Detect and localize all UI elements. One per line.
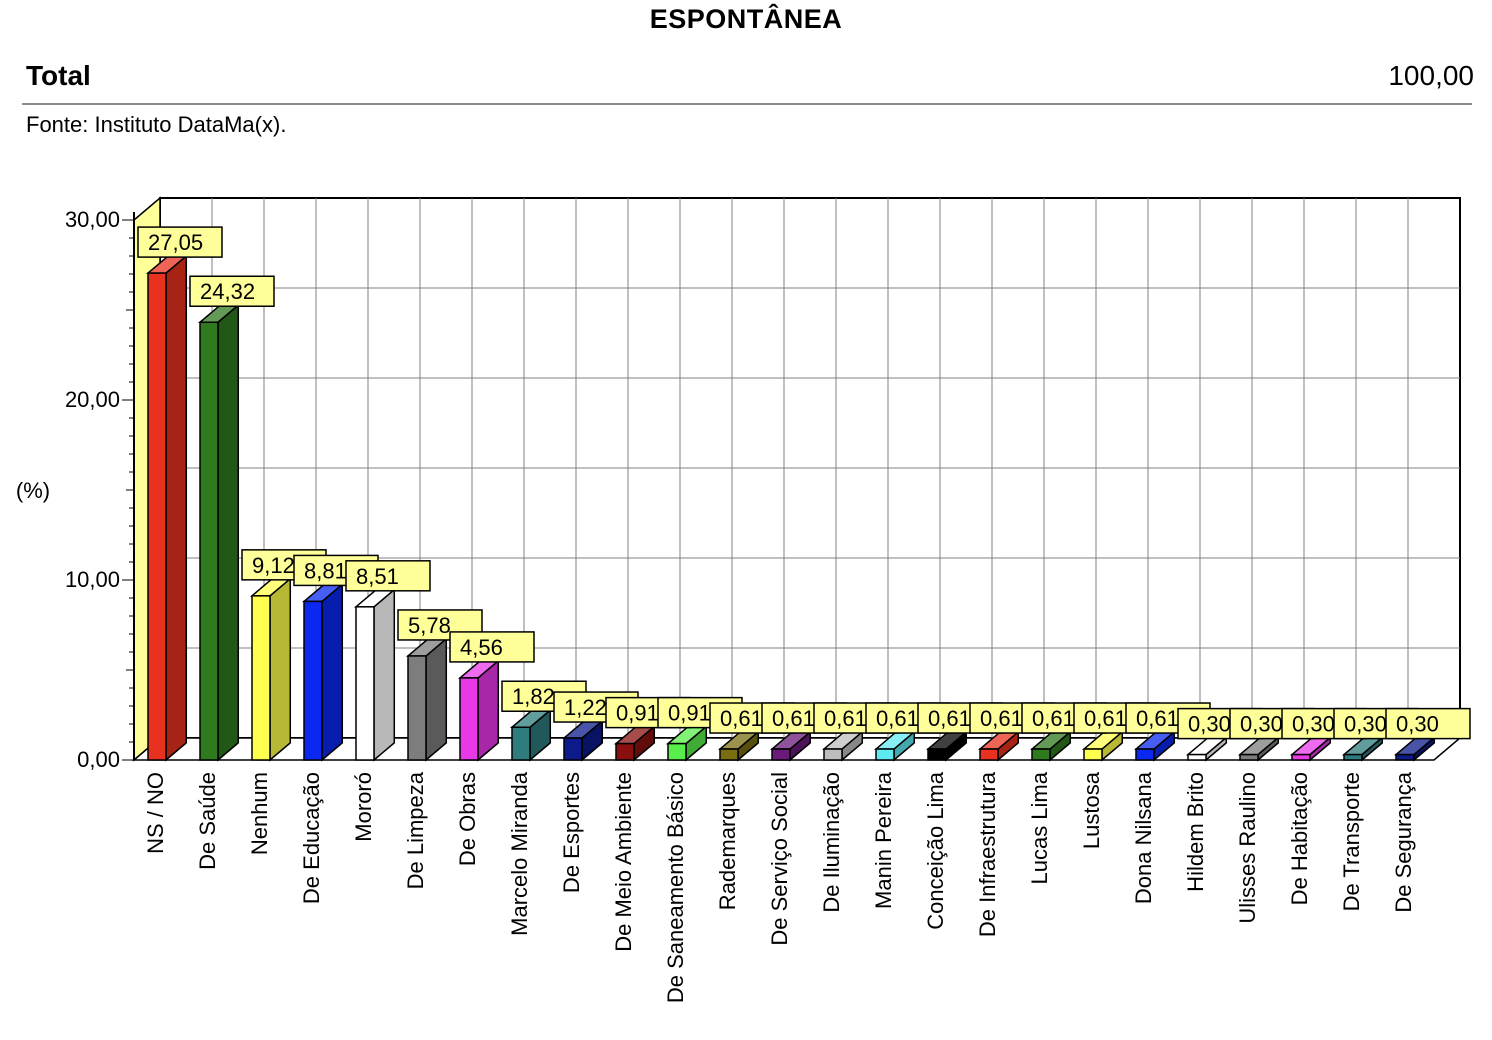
data-label: 0,30 bbox=[1292, 712, 1335, 737]
x-tick-label: Dona Nilsana bbox=[1131, 771, 1156, 904]
total-value: 100,00 bbox=[1388, 60, 1474, 91]
x-tick-label: De Saúde bbox=[195, 772, 220, 870]
bar bbox=[1291, 753, 1311, 761]
data-label: 0,61 bbox=[928, 706, 971, 731]
bar-side bbox=[425, 637, 448, 762]
data-label: 24,32 bbox=[200, 279, 255, 304]
bar bbox=[979, 748, 999, 761]
data-label-box bbox=[449, 631, 535, 663]
data-label: 8,51 bbox=[356, 564, 399, 589]
bar bbox=[303, 600, 323, 761]
bar bbox=[563, 737, 583, 761]
bar bbox=[771, 748, 791, 761]
x-tick-label: Rademarques bbox=[715, 772, 740, 910]
bar bbox=[1187, 753, 1207, 761]
bar bbox=[719, 748, 739, 761]
bar bbox=[147, 272, 167, 761]
x-tick-label: De Limpeza bbox=[403, 771, 428, 889]
data-label-box bbox=[345, 560, 431, 592]
data-label: 0,61 bbox=[980, 706, 1023, 731]
x-tick-label: De Infraestrutura bbox=[975, 771, 1000, 937]
x-tick-label: Marcelo Miranda bbox=[507, 771, 532, 936]
source-note: Fonte: Instituto DataMa(x). bbox=[26, 112, 287, 137]
x-tick-label: Nenhum bbox=[247, 772, 272, 855]
data-label: 0,61 bbox=[772, 706, 815, 731]
x-tick-label: Lucas Lima bbox=[1027, 771, 1052, 884]
bar-side bbox=[321, 582, 344, 762]
page-title: ESPONTÂNEA bbox=[649, 4, 843, 34]
bar bbox=[459, 677, 479, 761]
bar bbox=[251, 595, 271, 761]
data-label: 0,91 bbox=[668, 701, 711, 726]
x-tick-label: De Saneamento Básico bbox=[663, 772, 688, 1003]
x-tick-label: Mororó bbox=[351, 772, 376, 842]
bar bbox=[1083, 748, 1103, 761]
bar bbox=[1343, 753, 1363, 761]
x-tick-label: De Meio Ambiente bbox=[611, 772, 636, 952]
bar bbox=[615, 742, 635, 761]
data-label: 0,61 bbox=[1136, 706, 1179, 731]
bar bbox=[1031, 748, 1051, 761]
bar bbox=[1135, 748, 1155, 761]
x-tick-label: Manin Pereira bbox=[871, 771, 896, 909]
divider bbox=[22, 103, 1472, 105]
x-tick-label: Ulisses Raulino bbox=[1235, 772, 1260, 924]
bar bbox=[1395, 753, 1415, 761]
x-tick-label: De Transporte bbox=[1339, 772, 1364, 911]
data-label: 27,05 bbox=[148, 230, 203, 255]
data-label: 4,56 bbox=[460, 635, 503, 660]
x-tick-label: Lustosa bbox=[1079, 771, 1104, 849]
bar-side bbox=[165, 254, 188, 762]
data-label: 0,61 bbox=[876, 706, 919, 731]
x-tick-label: NS / NO bbox=[143, 772, 168, 854]
x-tick-label: De Educação bbox=[299, 772, 324, 904]
y-tick-label: 0,00 bbox=[77, 747, 120, 772]
data-label: 0,30 bbox=[1240, 712, 1283, 737]
bar bbox=[875, 748, 895, 761]
y-axis-label: (%) bbox=[16, 478, 50, 503]
data-label: 0,30 bbox=[1344, 712, 1387, 737]
y-tick-label: 30,00 bbox=[65, 207, 120, 232]
data-label: 0,61 bbox=[824, 706, 867, 731]
y-tick-label: 20,00 bbox=[65, 387, 120, 412]
data-label-box bbox=[137, 226, 223, 258]
bar-side bbox=[269, 577, 292, 762]
bar bbox=[823, 748, 843, 761]
total-label: Total bbox=[26, 60, 91, 91]
x-tick-label: Conceição Lima bbox=[923, 771, 948, 930]
bar bbox=[667, 742, 687, 761]
data-label: 8,81 bbox=[304, 558, 347, 583]
x-tick-label: De Iluminação bbox=[819, 772, 844, 913]
data-label-box bbox=[1385, 707, 1471, 740]
x-tick-label: De Serviço Social bbox=[767, 772, 792, 946]
data-label: 0,61 bbox=[720, 706, 763, 731]
data-label: 0,91 bbox=[616, 701, 659, 726]
bar bbox=[355, 606, 375, 761]
bar bbox=[199, 321, 219, 761]
bar bbox=[1239, 753, 1259, 761]
data-label-box bbox=[189, 275, 275, 307]
data-label: 1,22 bbox=[564, 695, 607, 720]
data-label: 0,61 bbox=[1032, 706, 1075, 731]
data-label: 1,82 bbox=[512, 684, 555, 709]
bar-side bbox=[217, 303, 240, 762]
bar bbox=[927, 748, 947, 761]
data-label: 5,78 bbox=[408, 613, 451, 638]
data-label: 0,61 bbox=[1084, 706, 1127, 731]
x-tick-label: De Segurança bbox=[1391, 771, 1416, 912]
data-label: 0,30 bbox=[1188, 712, 1231, 737]
bar bbox=[407, 655, 427, 761]
bar bbox=[511, 726, 531, 761]
x-tick-label: De Esportes bbox=[559, 772, 584, 893]
data-label: 9,12 bbox=[252, 553, 295, 578]
x-tick-label: De Habitação bbox=[1287, 772, 1312, 905]
x-tick-label: Hildem Brito bbox=[1183, 772, 1208, 892]
bar-side bbox=[373, 588, 396, 762]
data-label: 0,30 bbox=[1396, 712, 1439, 737]
x-tick-label: De Obras bbox=[455, 772, 480, 866]
y-tick-label: 10,00 bbox=[65, 567, 120, 592]
